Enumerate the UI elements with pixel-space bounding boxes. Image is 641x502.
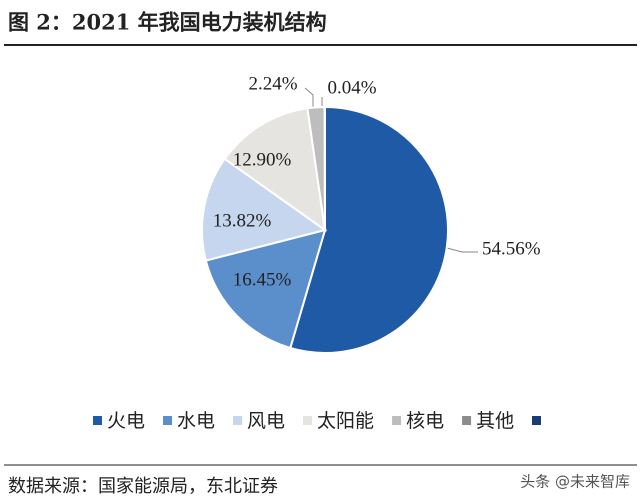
- pie-slice: [204, 228, 327, 350]
- source: 数据来源：国家能源局，东北证券: [8, 476, 278, 497]
- data-label: 2.24%: [248, 73, 297, 94]
- legend-label: 风电: [247, 410, 285, 432]
- data-label: 0.04%: [327, 77, 376, 98]
- legend-label: 火电: [107, 410, 145, 432]
- legend-swatch: [233, 416, 243, 425]
- legend-swatch: [532, 416, 541, 425]
- pie-slice: [223, 107, 327, 233]
- leader-line: [304, 87, 314, 107]
- legend-swatch: [163, 416, 173, 425]
- pie-slice: [289, 105, 449, 354]
- legend-label: 太阳能: [317, 410, 374, 432]
- pie-slice: [201, 157, 328, 262]
- legend-label: 核电: [406, 410, 444, 432]
- leader-line: [446, 247, 478, 253]
- legend-label: 水电: [177, 410, 215, 432]
- legend-swatch: [303, 416, 313, 425]
- legend-label: 其他: [476, 410, 514, 432]
- data-label: 16.45%: [233, 269, 292, 290]
- legend-swatch: [462, 416, 472, 425]
- data-label: 54.56%: [482, 238, 541, 259]
- chart-title: 图 2：2021 年我国电力装机结构: [8, 10, 327, 35]
- legend-swatch: [93, 416, 102, 425]
- data-label: 13.82%: [213, 210, 272, 231]
- data-label: 12.90%: [233, 149, 292, 170]
- watermark: 头条 @未来智库: [520, 473, 630, 491]
- legend-swatch: [392, 416, 402, 425]
